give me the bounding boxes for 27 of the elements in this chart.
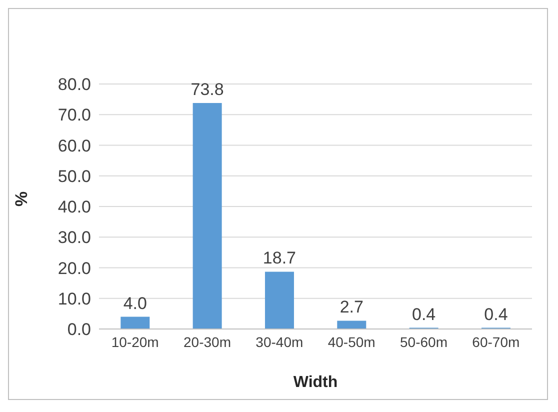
y-tick-label: 70.0 — [58, 106, 91, 125]
x-axis-title: Width — [293, 374, 338, 391]
x-tick-label: 50-60m — [400, 334, 448, 350]
y-tick-label: 80.0 — [58, 75, 91, 94]
bar — [192, 102, 222, 329]
y-tick-label: 60.0 — [58, 136, 91, 156]
bar — [337, 320, 366, 329]
x-tick-label: 60-70m — [472, 334, 520, 350]
x-tick-label: 10-20m — [111, 334, 159, 350]
data-label: 0.4 — [412, 304, 436, 324]
y-tick-label: 0.0 — [67, 320, 91, 340]
data-label: 4.0 — [123, 294, 147, 313]
x-tick-label: 30-40m — [256, 334, 304, 350]
y-tick-label: 10.0 — [58, 289, 91, 308]
data-label: 2.7 — [340, 298, 364, 317]
y-tick-label: 40.0 — [58, 198, 91, 217]
y-tick-label: 50.0 — [58, 166, 91, 186]
y-axis-title: % — [12, 191, 32, 206]
bar — [120, 316, 150, 329]
y-tick-label: 20.0 — [58, 258, 91, 278]
data-label: 0.4 — [484, 304, 508, 324]
x-tick-label: 20-30m — [184, 334, 231, 350]
bar — [264, 272, 294, 329]
x-tick-label: 40-50m — [328, 334, 376, 350]
data-label: 18.7 — [262, 248, 296, 268]
data-label: 73.8 — [190, 80, 224, 99]
y-tick-label: 30.0 — [58, 228, 91, 248]
